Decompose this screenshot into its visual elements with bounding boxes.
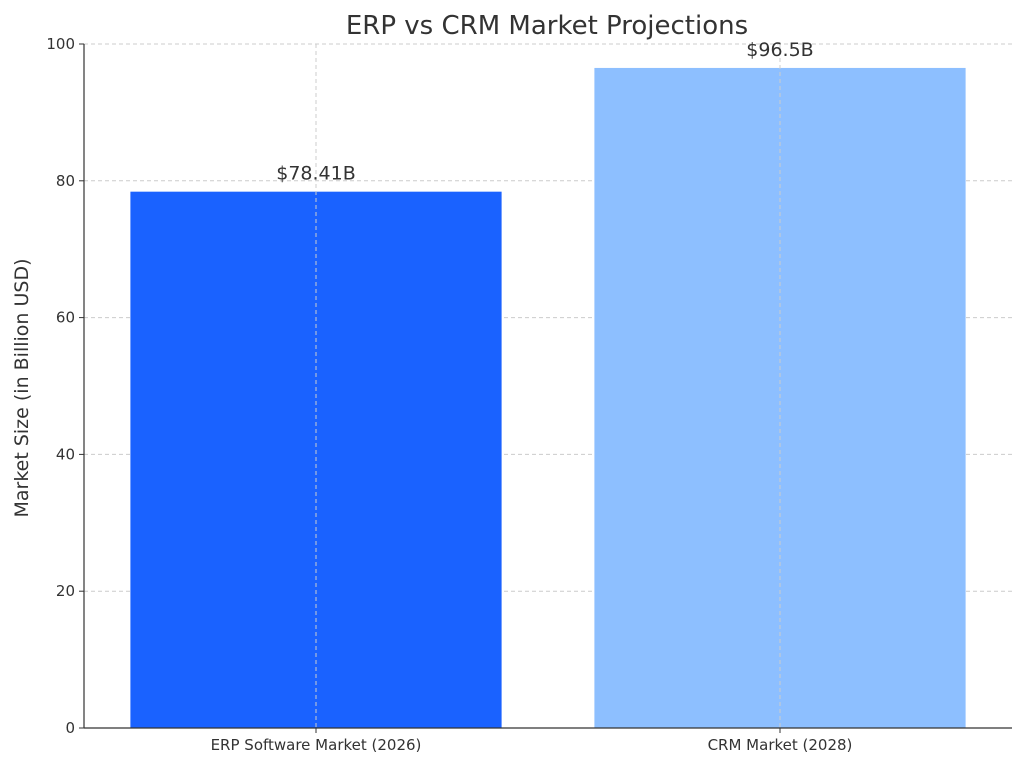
chart-title: ERP vs CRM Market Projections (346, 11, 748, 41)
axes (79, 43, 1012, 733)
y-tick-label: 80 (56, 172, 75, 190)
y-axis-label: Market Size (in Billion USD) (11, 258, 33, 517)
y-tick-label: 20 (56, 582, 75, 600)
bars (130, 67, 966, 728)
bar-value-label: $96.5B (746, 39, 813, 61)
y-tick-label: 100 (46, 35, 75, 53)
bar-value-label: $78.41B (276, 163, 356, 185)
labels: 0 20 40 60 80 100 ERP Software Market (2026) CR… (46, 35, 852, 754)
x-tick-label: ERP Software Market (2026) (211, 736, 422, 754)
y-tick-label: 40 (56, 445, 75, 463)
y-tick-label: 60 (56, 309, 75, 327)
y-tick-label: 0 (65, 719, 75, 737)
x-tick-label: CRM Market (2028) (708, 736, 853, 754)
